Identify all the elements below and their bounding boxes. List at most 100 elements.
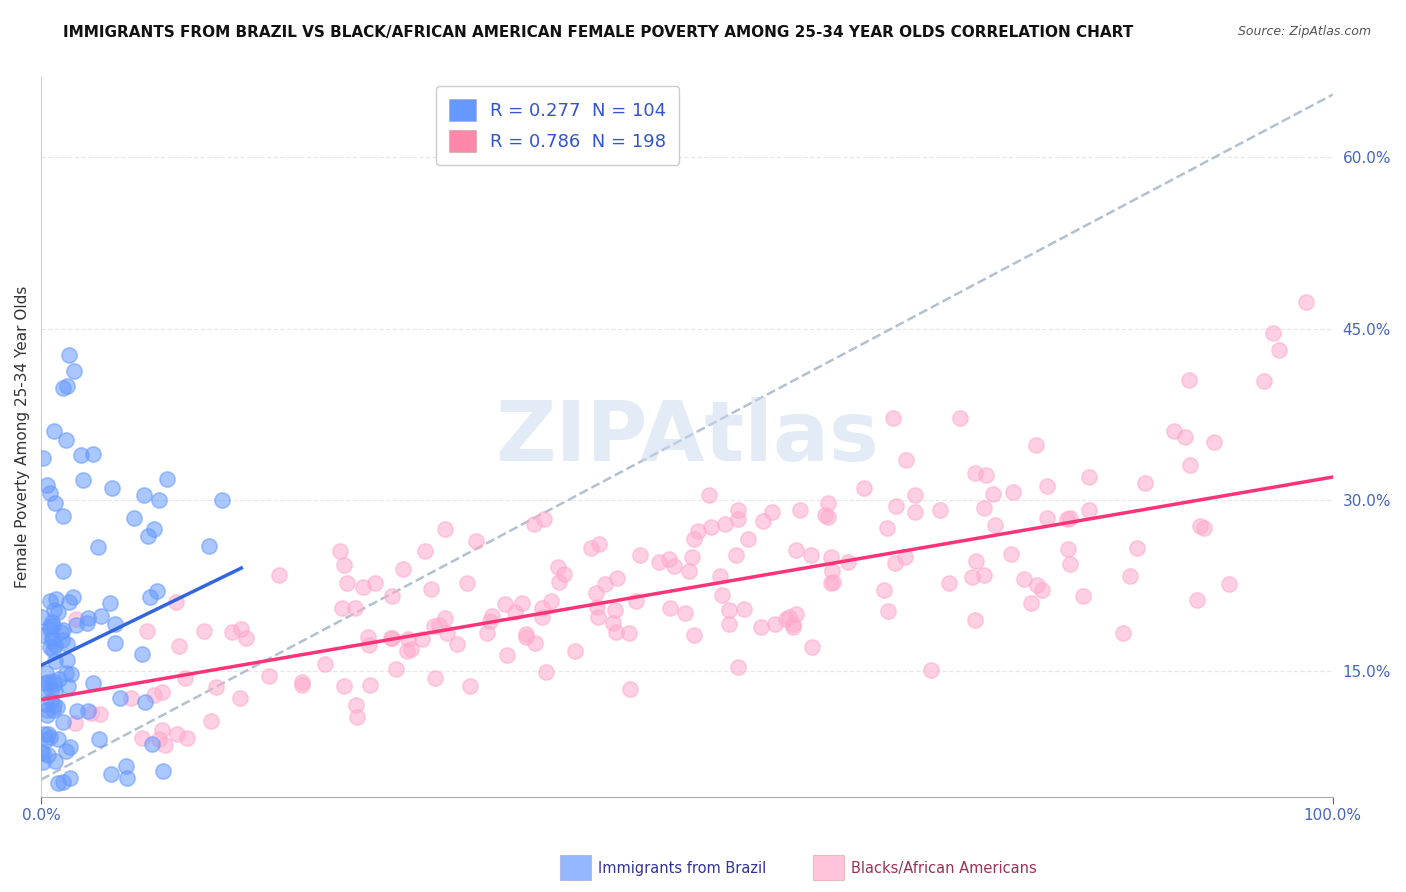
Point — [46, 606, 69, 620]
Point — [681, 550, 703, 565]
Point — [1192, 521, 1215, 535]
Point — [42, 642, 65, 657]
Point — [904, 505, 927, 519]
Point — [464, 533, 486, 548]
Point — [876, 604, 898, 618]
Point — [44, 684, 66, 698]
Point — [267, 567, 290, 582]
Point — [174, 672, 197, 686]
Point — [108, 691, 131, 706]
Point — [1185, 593, 1208, 607]
Point — [330, 601, 353, 615]
Point — [55, 665, 77, 680]
Point — [37, 674, 59, 689]
Point — [396, 644, 419, 658]
Point — [1295, 294, 1317, 309]
Point — [333, 558, 356, 572]
Point — [718, 617, 741, 632]
Point — [104, 616, 127, 631]
Point — [139, 591, 162, 605]
Text: Source: ZipAtlas.com: Source: ZipAtlas.com — [1237, 25, 1371, 38]
Point — [39, 486, 62, 500]
Point — [456, 576, 478, 591]
Point — [579, 541, 602, 555]
Text: Immigrants from Brazil: Immigrants from Brazil — [598, 861, 766, 876]
Point — [420, 582, 443, 596]
Point — [820, 549, 842, 564]
Point — [1263, 326, 1285, 341]
Point — [765, 616, 787, 631]
Point — [42, 603, 65, 617]
Point — [34, 676, 56, 690]
Point — [586, 599, 609, 614]
Point — [37, 748, 59, 763]
Point — [42, 673, 65, 688]
Point — [423, 619, 446, 633]
Point — [479, 614, 502, 628]
Point — [31, 747, 53, 761]
Point — [359, 638, 381, 652]
Point — [495, 648, 517, 663]
Point — [683, 628, 706, 642]
Point — [503, 605, 526, 619]
Point — [1071, 589, 1094, 603]
Point — [62, 364, 84, 378]
Point — [38, 619, 60, 633]
Point — [683, 532, 706, 546]
Point — [34, 682, 56, 697]
Point — [823, 574, 845, 589]
Point — [52, 775, 75, 789]
Point — [344, 601, 367, 615]
Point — [515, 630, 537, 644]
Point — [737, 532, 759, 546]
Point — [423, 671, 446, 685]
Point — [76, 616, 98, 631]
Point — [962, 570, 984, 584]
Point — [359, 678, 381, 692]
Point — [176, 731, 198, 745]
Point — [142, 688, 165, 702]
Point — [44, 754, 66, 768]
Point — [1012, 573, 1035, 587]
Point — [385, 662, 408, 676]
Point — [434, 522, 457, 536]
Point — [688, 524, 710, 539]
Point — [100, 481, 122, 495]
Point — [156, 472, 179, 486]
Point — [733, 602, 755, 616]
Point — [357, 630, 380, 644]
Point — [593, 577, 616, 591]
Point — [1218, 577, 1240, 591]
Point — [52, 509, 75, 524]
Point — [800, 548, 823, 562]
Point — [973, 500, 995, 515]
Point — [904, 488, 927, 502]
Point — [602, 616, 624, 631]
Point — [39, 640, 62, 654]
Point — [547, 560, 569, 574]
Point — [785, 542, 807, 557]
Point — [115, 771, 138, 785]
Point — [761, 505, 783, 519]
Point — [35, 478, 58, 492]
Point — [229, 690, 252, 705]
Point — [963, 466, 986, 480]
Point — [837, 555, 859, 569]
Point — [44, 654, 66, 668]
Point — [82, 446, 104, 460]
Point — [314, 657, 336, 671]
Point — [41, 631, 63, 645]
Point — [974, 467, 997, 482]
Point — [41, 634, 63, 648]
Point — [711, 588, 734, 602]
Point — [751, 514, 773, 528]
Point — [727, 503, 749, 517]
Point — [458, 679, 481, 693]
Point — [965, 554, 987, 568]
Point — [141, 737, 163, 751]
Point — [699, 488, 721, 502]
Point — [55, 434, 77, 448]
Point — [166, 726, 188, 740]
Point — [475, 626, 498, 640]
Point — [973, 568, 995, 582]
